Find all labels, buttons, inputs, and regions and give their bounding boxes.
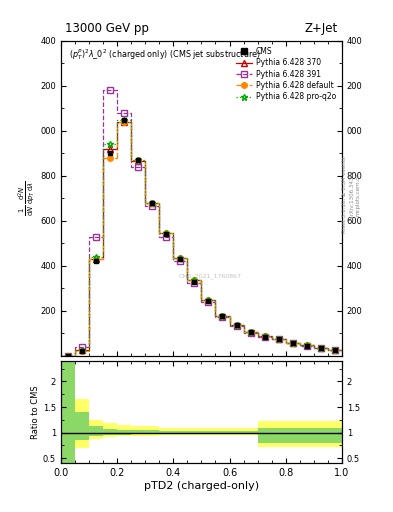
Text: 13000 GeV pp: 13000 GeV pp xyxy=(65,22,149,35)
Text: [arXiv:1306.3436]: [arXiv:1306.3436] xyxy=(349,169,354,220)
Text: $(p_T^P)^2\lambda\_0^2$ (charged only) (CMS jet substructure): $(p_T^P)^2\lambda\_0^2$ (charged only) (… xyxy=(69,47,261,62)
X-axis label: pTD2 (charged-only): pTD2 (charged-only) xyxy=(144,481,259,491)
Text: Z+Jet: Z+Jet xyxy=(305,22,338,35)
Y-axis label: Ratio to CMS: Ratio to CMS xyxy=(31,386,40,439)
Text: Rivet 3.1.10, ≥ 3.3M events: Rivet 3.1.10, ≥ 3.3M events xyxy=(342,156,346,233)
Legend: CMS, Pythia 6.428 370, Pythia 6.428 391, Pythia 6.428 default, Pythia 6.428 pro-: CMS, Pythia 6.428 370, Pythia 6.428 391,… xyxy=(233,45,338,103)
Y-axis label: $\frac{1}{\mathrm{d}N}\,\frac{\mathrm{d}^2 N}{\mathrm{d}p_T\,\mathrm{d}\lambda}$: $\frac{1}{\mathrm{d}N}\,\frac{\mathrm{d}… xyxy=(17,181,37,216)
Text: mcplots.cern.ch: mcplots.cern.ch xyxy=(356,173,361,217)
Text: CMS_2021_1760867: CMS_2021_1760867 xyxy=(178,273,241,279)
